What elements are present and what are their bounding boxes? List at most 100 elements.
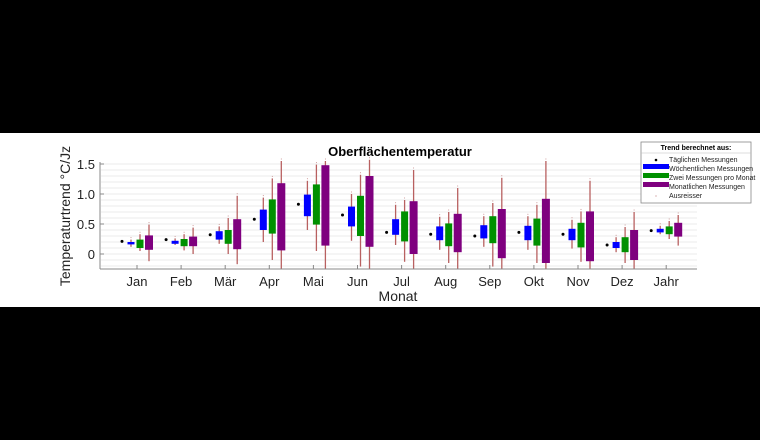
box-weekly (436, 226, 444, 241)
y-axis-label: Temperaturtrend °C/Jz (57, 146, 73, 286)
x-tick-label: Jahr (654, 274, 680, 289)
box-monthly (541, 198, 550, 263)
outlier-point (439, 214, 441, 216)
outlier-point (677, 212, 679, 214)
outlier-point (413, 167, 415, 169)
outlier-point (527, 213, 529, 215)
box-biweekly (445, 223, 453, 247)
outlier-point (130, 237, 132, 239)
outlier-point (492, 200, 494, 202)
outlier-point (262, 195, 264, 197)
outlier-point (395, 202, 397, 204)
outlier-point (659, 223, 661, 225)
x-tick-label: Apr (259, 274, 280, 289)
outlier-point (545, 158, 547, 160)
box-biweekly (268, 199, 276, 234)
box-biweekly (533, 218, 541, 246)
daily-point (605, 243, 609, 247)
legend-swatch-monthly (643, 182, 669, 187)
box-biweekly (621, 237, 629, 253)
daily-point (385, 230, 389, 234)
box-biweekly (577, 222, 585, 248)
box-biweekly (489, 216, 497, 244)
outlier-point (315, 162, 317, 164)
daily-point (164, 238, 168, 242)
box-monthly (586, 211, 594, 262)
outlier-point (571, 217, 573, 219)
daily-point (473, 234, 477, 238)
x-tick-label: Feb (170, 274, 192, 289)
box-biweekly (224, 230, 232, 244)
x-axis-label: Monat (379, 288, 418, 304)
box-weekly (524, 225, 532, 241)
x-tick-label: Mai (303, 274, 324, 289)
box-weekly (303, 194, 311, 217)
outlier-point (633, 209, 635, 211)
outlier-point (448, 209, 450, 211)
box-weekly (612, 242, 620, 248)
legend-swatch-biweekly (643, 173, 669, 178)
box-biweekly (357, 195, 364, 236)
outlier-point (369, 157, 370, 159)
outlier-point (536, 202, 538, 204)
chart-title: Oberflächentemperatur (328, 144, 472, 159)
legend-swatch-daily (654, 158, 658, 162)
x-tick-label: Jul (393, 274, 410, 289)
box-weekly (656, 228, 664, 233)
daily-point (208, 233, 212, 237)
x-tick-label: Aug (434, 274, 457, 289)
outlier-point (589, 178, 591, 180)
outlier-point (404, 197, 406, 199)
outlier-point (280, 158, 282, 160)
outlier-point (148, 222, 150, 224)
box-weekly (392, 219, 400, 235)
outlier-point (360, 172, 361, 174)
outlier-point (351, 191, 352, 193)
outlier-point (218, 223, 220, 225)
daily-point (561, 232, 565, 236)
chart-panel (0, 133, 760, 307)
y-tick-label: 0.5 (77, 217, 95, 232)
outlier-point (668, 218, 670, 220)
box-monthly (674, 222, 683, 237)
daily-point (252, 217, 256, 221)
x-tick-label: Okt (524, 274, 545, 289)
outlier-point (580, 208, 582, 210)
box-biweekly (136, 239, 144, 248)
daily-point (341, 213, 344, 217)
box-monthly (630, 230, 639, 260)
outlier-point (306, 178, 308, 180)
box-weekly (215, 231, 223, 240)
x-tick-label: Jun (347, 274, 368, 289)
outlier-point (174, 235, 176, 237)
x-tick-label: Sep (478, 274, 501, 289)
box-biweekly (401, 211, 409, 242)
grid (101, 163, 697, 267)
box-weekly (480, 225, 488, 239)
x-tick-label: Mär (214, 274, 237, 289)
legend-title: Trend berechnet aus: (661, 145, 732, 152)
legend-swatch-outlier (655, 195, 657, 197)
y-tick-label: 1.5 (77, 157, 95, 172)
outlier-point (192, 225, 194, 227)
legend-box (640, 141, 752, 204)
box-biweekly (312, 184, 320, 225)
x-tick-label: Nov (566, 274, 590, 289)
outlier-point (139, 231, 141, 233)
box-weekly (568, 228, 576, 241)
chart-marks (120, 157, 683, 269)
daily-point (120, 239, 124, 243)
outlier-point (236, 193, 238, 195)
outlier-point (183, 231, 185, 233)
box-monthly (189, 236, 198, 247)
legend-entry: Täglichen Messungen (669, 157, 738, 164)
box-weekly (127, 242, 135, 245)
outlier-point (457, 185, 459, 187)
box-monthly (409, 201, 418, 254)
x-tick-label: Dez (611, 274, 634, 289)
outlier-point (324, 158, 326, 160)
box-biweekly (665, 226, 673, 235)
x-tick-label: Jan (127, 274, 148, 289)
legend-entry: Wöchentlichen Messungen (669, 166, 753, 173)
